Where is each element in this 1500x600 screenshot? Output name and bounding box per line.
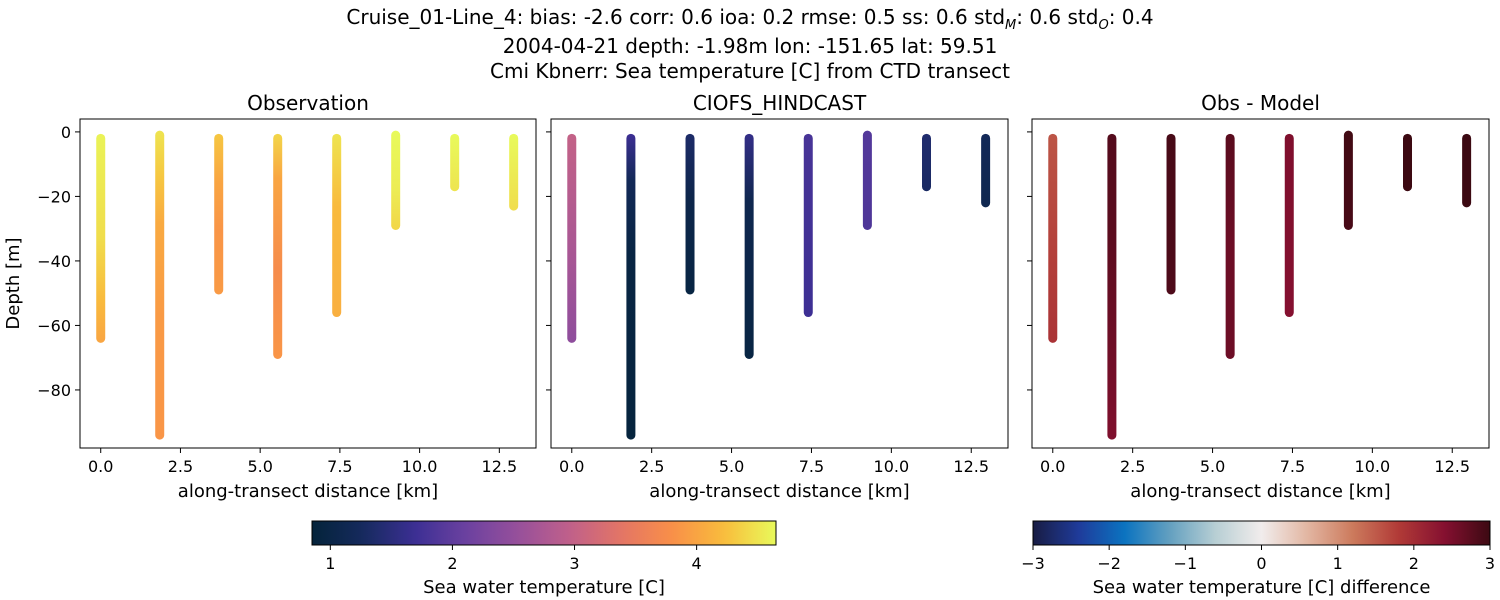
- cast-point-column: [1048, 133, 1058, 343]
- cast-point-column: [981, 133, 991, 208]
- colorbar-gradient: [311, 520, 777, 546]
- cast-point-column: [1462, 133, 1472, 208]
- x-axis-label: along-transect distance [km]: [1130, 481, 1390, 502]
- x-tick-label: 12.5: [953, 457, 989, 476]
- panel-title: CIOFS_HINDCAST: [693, 91, 867, 115]
- y-tick-label: −60: [37, 316, 71, 335]
- x-tick-label: 10.0: [1355, 457, 1391, 476]
- panel-3: Obs - Model 0.0 2.5 5.0 7.5 10.0 12.5 along-tra…: [1027, 91, 1490, 502]
- x-tick-label: 5.0: [719, 457, 744, 476]
- x-axis-label: along-transect distance [km]: [649, 481, 909, 502]
- colorbar-tick-label: 4: [692, 554, 702, 573]
- colorbar-gradient: [1032, 520, 1491, 546]
- y-tick-label: 0: [61, 123, 71, 142]
- colorbar-2: −3 −2 −1 0 1 2 3 Sea water temperature [C] diff…: [1021, 520, 1495, 598]
- colorbar-tick-label: 0: [1256, 554, 1266, 573]
- y-tick-label: −80: [37, 381, 71, 400]
- x-tick-label: 10.0: [874, 457, 910, 476]
- cast-point-column: [214, 133, 224, 295]
- colorbar-tick-label: 2: [1409, 554, 1419, 573]
- cast-point-column: [626, 133, 636, 440]
- cast-point-column: [1403, 133, 1413, 192]
- colorbar-label: Sea water temperature [C] difference: [1093, 577, 1431, 598]
- x-tick-label: 2.5: [1120, 457, 1145, 476]
- x-axis-label: along-transect distance [km]: [178, 481, 438, 502]
- colorbar-tick-label: 3: [1485, 554, 1495, 573]
- colorbar-tick-label: 1: [325, 554, 335, 573]
- x-tick-label: 0.0: [88, 457, 113, 476]
- cast-point-column: [96, 133, 106, 343]
- x-tick-label: 12.5: [1434, 457, 1470, 476]
- cast-point-column: [922, 133, 932, 192]
- colorbar-label: Sea water temperature [C]: [423, 577, 665, 598]
- figure-title-line-3: Cmi Kbnerr: Sea temperature [C] from CTD…: [490, 59, 1010, 83]
- x-tick-label: 7.5: [1280, 457, 1305, 476]
- colorbar-tick-label: 1: [1333, 554, 1343, 573]
- x-tick-label: 5.0: [1200, 457, 1225, 476]
- cast-point-column: [450, 133, 460, 192]
- colorbar-tick-label: −2: [1097, 554, 1121, 573]
- x-tick-label: 0.0: [1040, 457, 1065, 476]
- x-tick-label: 10.0: [402, 457, 438, 476]
- std-m-subscript: M: [1005, 18, 1017, 33]
- x-tick-label: 2.5: [639, 457, 664, 476]
- panel-1: Observation 0.0 2.5 5.0 7.5 10.0 12.5 along-tra…: [3, 91, 537, 502]
- axes-frame: [550, 118, 1009, 449]
- colorbar-tick-label: −1: [1174, 554, 1198, 573]
- cast-point-column: [1166, 133, 1176, 295]
- axes-frame: [79, 118, 537, 449]
- std-o-subscript: O: [1098, 18, 1109, 33]
- x-tick-label: 5.0: [247, 457, 272, 476]
- axes-frame: [1031, 118, 1490, 449]
- cast-point-column: [1107, 133, 1117, 440]
- cast-point-column: [273, 133, 283, 359]
- colorbar-1: 1 2 3 4 Sea water temperature [C]: [311, 520, 777, 598]
- x-tick-label: 7.5: [799, 457, 824, 476]
- x-tick-label: 7.5: [327, 457, 352, 476]
- cast-point-column: [685, 133, 695, 295]
- cast-point-column: [509, 133, 519, 211]
- cast-point-column: [391, 130, 401, 230]
- cast-point-column: [803, 133, 813, 318]
- cast-point-column: [862, 130, 872, 230]
- colorbar-tick-label: 2: [447, 554, 457, 573]
- y-tick-label: −40: [37, 252, 71, 271]
- cast-point-column: [744, 133, 754, 359]
- panel-2: CIOFS_HINDCAST 0.0 2.5 5.0 7.5 10.0 12.5 along-…: [546, 91, 1009, 502]
- cast-point-column: [1284, 133, 1294, 318]
- cast-point-column: [1343, 130, 1353, 230]
- x-tick-label: 12.5: [482, 457, 518, 476]
- y-axis-label: Depth [m]: [3, 237, 24, 329]
- x-tick-label: 2.5: [168, 457, 193, 476]
- x-tick-label: 0.0: [559, 457, 584, 476]
- figure-title-line-2: 2004-04-21 depth: -1.98m lon: -151.65 la…: [502, 34, 998, 58]
- colorbar-tick-label: 3: [569, 554, 579, 573]
- panel-title: Observation: [247, 91, 369, 115]
- figure-title-line-1: Cruise_01-Line_4: bias: -2.6 corr: 0.6 i…: [346, 5, 1154, 33]
- colorbar-tick-label: −3: [1021, 554, 1045, 573]
- y-tick-label: −20: [37, 187, 71, 206]
- panel-title: Obs - Model: [1201, 91, 1320, 115]
- cast-point-column: [155, 130, 165, 440]
- cast-point-column: [567, 133, 577, 343]
- cast-point-column: [332, 133, 342, 318]
- cast-point-column: [1225, 133, 1235, 359]
